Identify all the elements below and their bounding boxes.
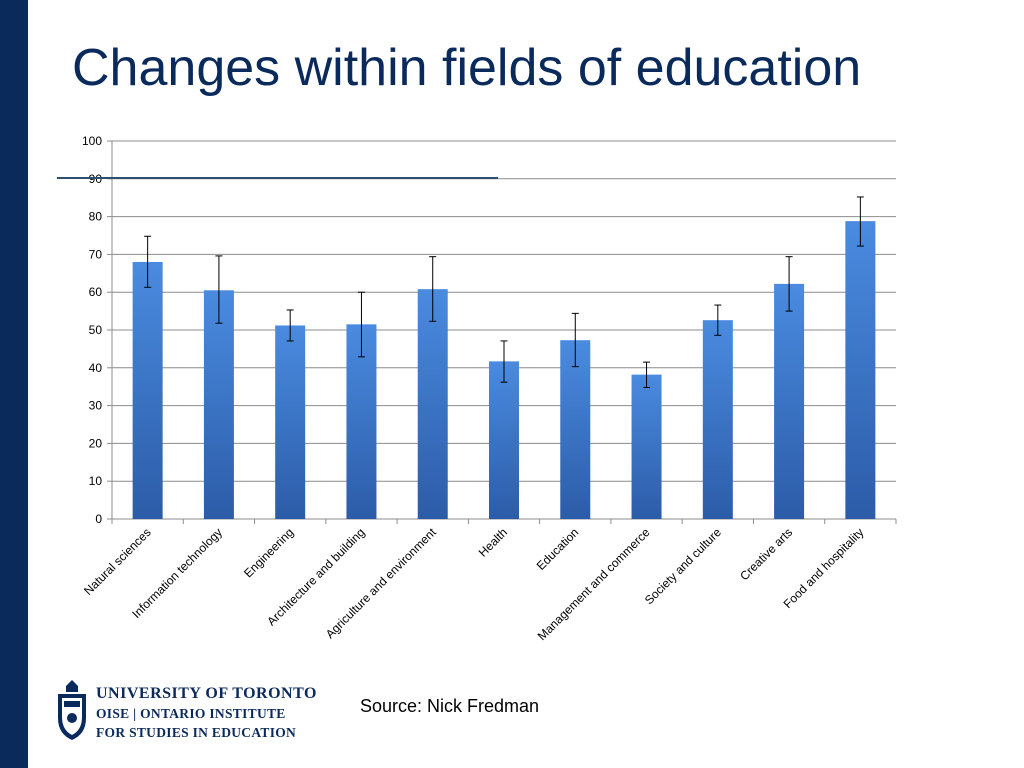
bar	[845, 221, 876, 520]
y-tick-label: 40	[89, 361, 103, 375]
y-tick-label: 10	[89, 474, 103, 488]
x-category-label: Natural sciences	[81, 525, 154, 598]
bar	[417, 289, 448, 519]
x-category-label: Education	[534, 525, 582, 573]
crest-icon	[58, 680, 86, 740]
x-category-label: Health	[476, 525, 510, 559]
sidebar-band	[0, 0, 28, 768]
bar	[132, 261, 163, 519]
x-category-label: Creative arts	[737, 525, 795, 583]
bar-chart: 0102030405060708090100Natural sciencesIn…	[81, 134, 897, 643]
x-category-label: Society and culture	[642, 525, 724, 607]
source-note: Source: Nick Fredman	[360, 696, 540, 716]
y-tick-label: 30	[89, 399, 103, 413]
logo-line-2: OISE | ONTARIO INSTITUTE	[96, 706, 286, 721]
y-tick-label: 50	[89, 323, 103, 337]
bar	[702, 320, 733, 519]
x-category-label: Food and hospitality	[781, 525, 867, 611]
logo-line-1: UNIVERSITY OF TORONTO	[96, 685, 317, 702]
slide-title: Changes within fields of education	[72, 39, 862, 97]
y-tick-label: 60	[89, 285, 103, 299]
university-logo: UNIVERSITY OF TORONTO OISE | ONTARIO INS…	[58, 680, 317, 740]
bar	[774, 283, 805, 519]
y-tick-label: 100	[82, 134, 102, 148]
bar	[631, 374, 662, 519]
logo-line-3: FOR STUDIES IN EDUCATION	[96, 725, 296, 740]
bar	[489, 361, 519, 519]
y-tick-label: 80	[89, 210, 103, 224]
x-category-label: Management and commerce	[535, 525, 653, 643]
y-tick-label: 20	[89, 436, 103, 450]
y-tick-label: 0	[95, 512, 102, 526]
title-divider-line	[57, 177, 498, 179]
x-category-label: Engineering	[241, 525, 296, 580]
bar	[203, 290, 234, 519]
y-tick-label: 70	[89, 247, 103, 261]
bar	[560, 340, 591, 519]
bar	[275, 325, 306, 519]
